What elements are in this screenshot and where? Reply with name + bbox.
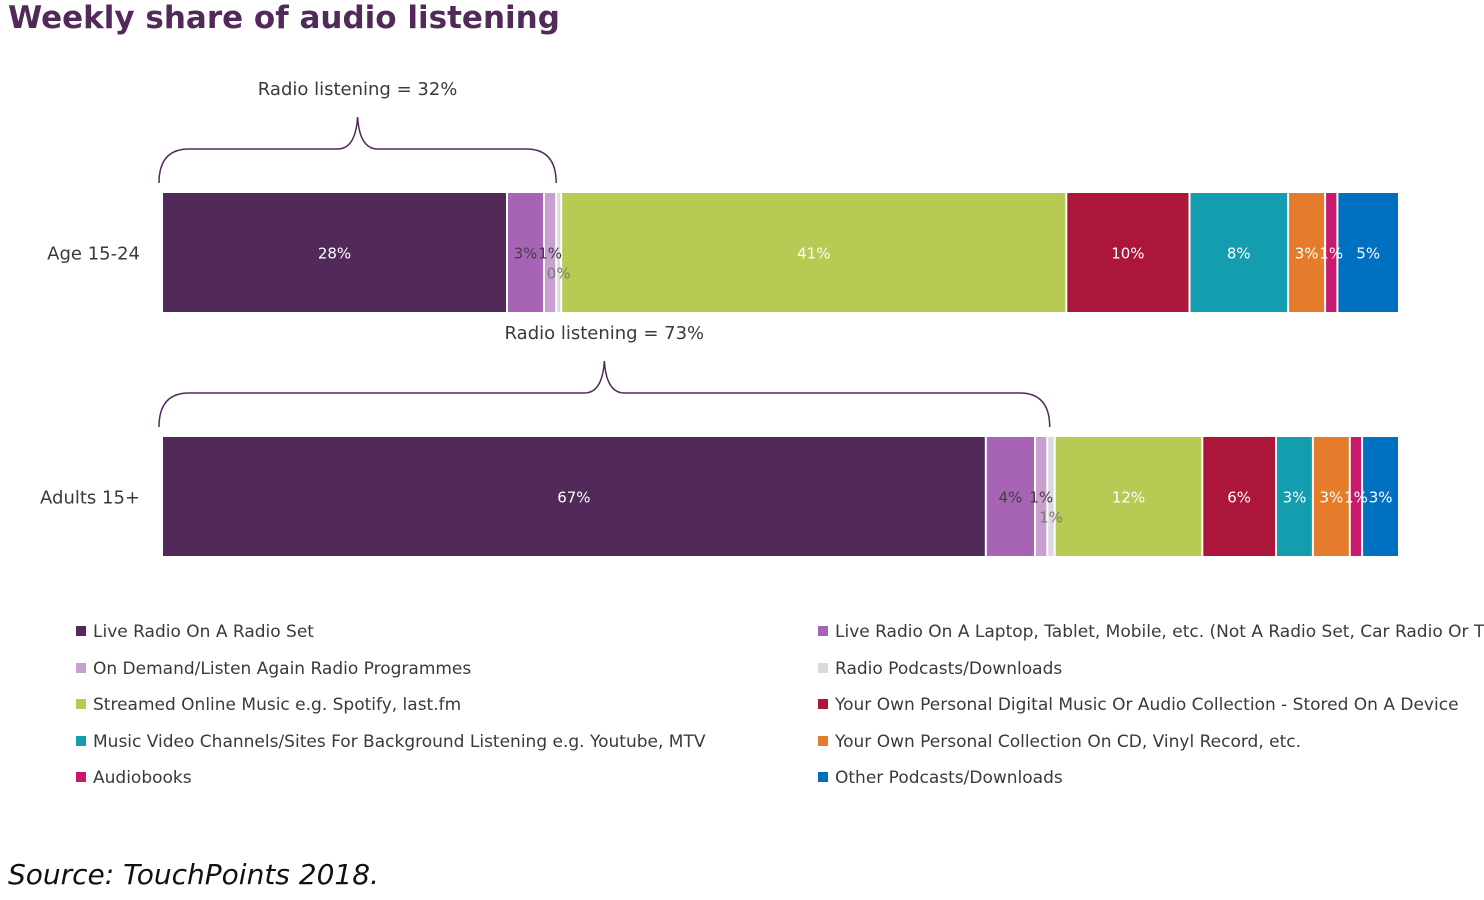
data-label: 1%	[1039, 509, 1063, 527]
legend-item: Music Video Channels/Sites For Backgroun…	[76, 732, 705, 752]
bar-segment	[1067, 193, 1189, 312]
legend-item: Other Podcasts/Downloads	[818, 768, 1063, 788]
legend-swatch	[76, 662, 86, 673]
bar-segment	[1055, 437, 1202, 556]
legend-label: Streamed Online Music e.g. Spotify, last…	[93, 695, 462, 715]
data-label: 12%	[1112, 489, 1145, 507]
bar-segment	[163, 193, 506, 312]
bar-segment	[1350, 437, 1362, 556]
data-label: 1%	[538, 245, 562, 263]
legend-swatch	[76, 772, 86, 782]
bar-segment	[557, 193, 561, 312]
bar-segment	[1036, 437, 1047, 556]
data-label: 3%	[514, 245, 538, 263]
data-label: 67%	[557, 489, 590, 507]
data-label: 41%	[797, 245, 830, 263]
bar-segment	[986, 437, 1034, 556]
bar-segment	[1190, 193, 1288, 312]
data-label: 5%	[1356, 245, 1380, 263]
annotation-label: Radio listening = 32%	[258, 79, 458, 100]
legend-swatch	[818, 735, 828, 746]
legend-item: Your Own Personal Digital Music Or Audio…	[818, 695, 1459, 715]
legend-label: Music Video Channels/Sites For Backgroun…	[93, 731, 706, 752]
bar-segment	[1313, 437, 1349, 556]
legend-item: On Demand/Listen Again Radio Programmes	[76, 659, 471, 679]
bar-segment	[562, 193, 1066, 312]
legend-item: Audiobooks	[76, 768, 192, 788]
legend-label: Your Own Personal Collection On CD, Viny…	[835, 731, 1302, 752]
data-label: 0%	[547, 265, 571, 283]
category-label: Adults 15+	[40, 488, 140, 509]
legend-swatch	[818, 772, 828, 782]
legend-swatch	[76, 699, 86, 709]
brace-annotation	[158, 360, 1051, 428]
legend-label: Live Radio On A Radio Set	[93, 622, 314, 642]
bar-segment	[1338, 193, 1398, 312]
data-label: 3%	[1369, 489, 1393, 507]
legend-swatch	[818, 626, 828, 636]
data-label: 1%	[1319, 245, 1343, 263]
legend-label: Live Radio On A Laptop, Tablet, Mobile, …	[835, 622, 1484, 642]
category-label: Age 15-24	[47, 244, 140, 265]
stacked-bar-chart: Age 15-24 28% 3% 1%0%41% 10% 8% 3% 1% 5%Radio li…	[40, 79, 1398, 556]
legend-label: Your Own Personal Digital Music Or Audio…	[835, 695, 1459, 715]
bar-segment	[508, 193, 543, 312]
legend-item: Your Own Personal Collection On CD, Viny…	[818, 732, 1301, 752]
legend-label: Radio Podcasts/Downloads	[835, 658, 1063, 679]
source-note: Source: TouchPoints 2018.	[8, 858, 379, 891]
legend-swatch	[76, 626, 86, 636]
bar-segment	[1048, 437, 1054, 556]
legend-item: Live Radio On A Laptop, Tablet, Mobile, …	[818, 622, 1484, 642]
annotation-label: Radio listening = 73%	[505, 323, 705, 344]
data-label: 8%	[1227, 245, 1251, 263]
data-label: 10%	[1111, 245, 1144, 263]
data-label: 1%	[1344, 489, 1368, 507]
bar-segment	[1363, 437, 1398, 556]
data-label: 6%	[1227, 489, 1251, 507]
data-label: 3%	[1320, 489, 1344, 507]
legend-swatch	[818, 662, 828, 673]
data-label: 28%	[318, 245, 351, 263]
legend-label: Audiobooks	[93, 768, 192, 788]
brace-annotation	[158, 116, 557, 184]
bar-segment	[1289, 193, 1325, 312]
legend-item: Radio Podcasts/Downloads	[818, 659, 1062, 679]
chart-title: Weekly share of audio listening	[8, 0, 560, 36]
bar-segment	[1326, 193, 1337, 312]
legend-item: Streamed Online Music e.g. Spotify, last…	[76, 695, 461, 715]
bar-segment	[544, 193, 556, 312]
data-label: 1%	[1029, 489, 1053, 507]
legend-label: Other Podcasts/Downloads	[835, 768, 1063, 788]
legend-label: On Demand/Listen Again Radio Programmes	[93, 658, 472, 679]
legend-swatch	[76, 735, 86, 746]
legend-swatch	[818, 699, 828, 709]
bar-segment	[1277, 437, 1312, 556]
data-label: 4%	[999, 489, 1023, 507]
legend-item: Live Radio On A Radio Set	[76, 622, 314, 642]
data-label: 3%	[1283, 489, 1307, 507]
bar-segment	[1203, 437, 1276, 556]
data-label: 3%	[1295, 245, 1319, 263]
bar-segment	[163, 437, 985, 556]
